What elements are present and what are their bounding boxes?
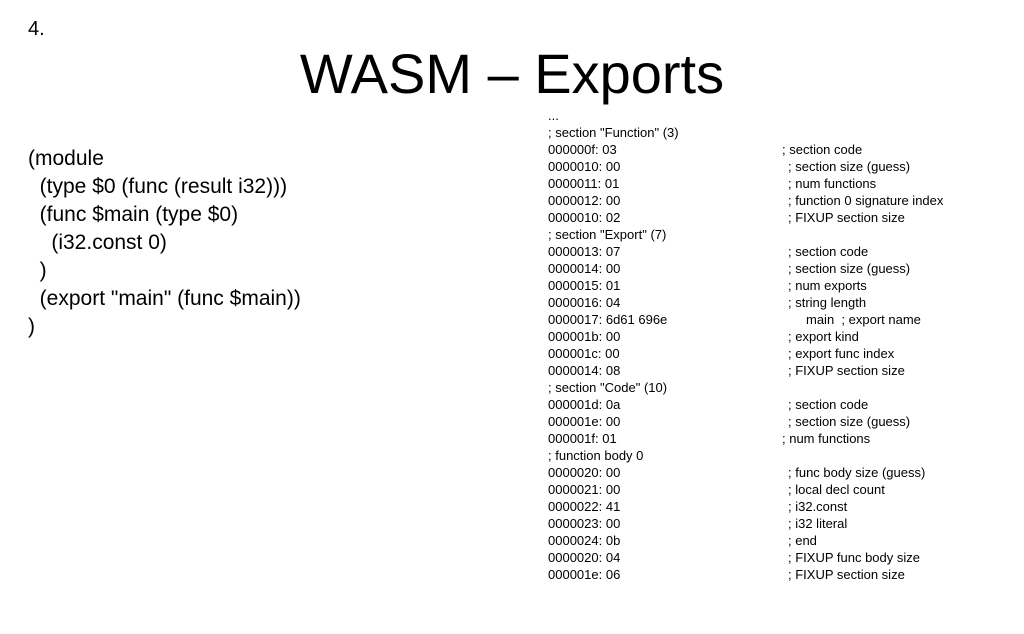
dump-row: 0000010: 02 ; FIXUP section size xyxy=(548,209,1018,226)
slide-number: 4. xyxy=(28,18,45,40)
dump-offset: 000000f: 03 xyxy=(548,142,617,157)
dump-row: 0000016: 04 ; string length xyxy=(548,294,1018,311)
dump-offset: 0000017: 6d61 696e xyxy=(548,312,668,327)
dump-comment: ; i32.const xyxy=(788,499,848,514)
dump-comment: ; num functions xyxy=(782,431,871,446)
dump-row: ... xyxy=(548,107,1018,124)
dump-offset: 0000020: 00 xyxy=(548,465,621,480)
code-line: (func $main (type $0) xyxy=(28,203,239,226)
dump-comment: ; local decl count xyxy=(788,482,885,497)
dump-comment: ; export kind xyxy=(788,329,859,344)
dump-comment: ; FIXUP section size xyxy=(788,210,905,225)
dump-comment: ; export func index xyxy=(788,346,895,361)
dump-row: 0000011: 01 ; num functions xyxy=(548,175,1018,192)
dump-offset: 000001e: 00 xyxy=(548,414,621,429)
dump-offset: 0000022: 41 xyxy=(548,499,621,514)
dump-row: 000001e: 06 ; FIXUP section size xyxy=(548,566,1018,583)
dump-comment: ; section code xyxy=(788,397,869,412)
dump-comment: ; section code xyxy=(782,142,863,157)
dump-comment: ; num exports xyxy=(788,278,867,293)
dump-row: 0000023: 00 ; i32 literal xyxy=(548,515,1018,532)
dump-row: 000001e: 00 ; section size (guess) xyxy=(548,413,1018,430)
dump-row: 0000020: 00 ; func body size (guess) xyxy=(548,464,1018,481)
dump-offset: 0000016: 04 xyxy=(548,295,621,310)
dump-row: 0000010: 00 ; section size (guess) xyxy=(548,158,1018,175)
dump-comment: ; FIXUP func body size xyxy=(788,550,920,565)
dump-offset: ; section "Function" (3) xyxy=(548,125,679,140)
dump-comment: ; FIXUP section size xyxy=(788,567,905,582)
dump-row: 0000020: 04 ; FIXUP func body size xyxy=(548,549,1018,566)
dump-comment: ; num functions xyxy=(788,176,877,191)
dump-offset: 0000010: 00 xyxy=(548,159,621,174)
dump-comment: main ; export name xyxy=(806,312,921,327)
dump-comment: ; section size (guess) xyxy=(788,414,911,429)
dump-row: 000001b: 00 ; export kind xyxy=(548,328,1018,345)
dump-comment: ; string length xyxy=(788,295,867,310)
dump-offset: 0000014: 00 xyxy=(548,261,621,276)
dump-comment: ; end xyxy=(788,533,817,548)
wat-code-block: (module (type $0 (func (result i32))) (f… xyxy=(28,145,301,341)
dump-row: 0000014: 00 ; section size (guess) xyxy=(548,260,1018,277)
dump-comment: ; i32 literal xyxy=(788,516,848,531)
dump-offset: 0000023: 00 xyxy=(548,516,621,531)
dump-offset: 000001f: 01 xyxy=(548,431,617,446)
dump-row: 0000022: 41 ; i32.const xyxy=(548,498,1018,515)
dump-row: 0000013: 07 ; section code xyxy=(548,243,1018,260)
dump-section-header: ; section "Code" (10) xyxy=(548,379,1018,396)
dump-offset: 0000010: 02 xyxy=(548,210,621,225)
dump-offset: 0000021: 00 xyxy=(548,482,621,497)
dump-offset: 000001b: 00 xyxy=(548,329,621,344)
dump-offset: 0000011: 01 xyxy=(548,176,620,191)
dump-offset: ; section "Export" (7) xyxy=(548,227,667,242)
dump-offset: 000001d: 0a xyxy=(548,397,621,412)
dump-row: 000001d: 0a ; section code xyxy=(548,396,1018,413)
dump-row: 0000015: 01 ; num exports xyxy=(548,277,1018,294)
dump-offset: 0000024: 0b xyxy=(548,533,621,548)
dump-comment: ; FIXUP section size xyxy=(788,363,905,378)
dump-comment: ; func body size (guess) xyxy=(788,465,926,480)
code-line: (export "main" (func $main)) xyxy=(28,287,301,310)
dump-offset: 0000014: 08 xyxy=(548,363,621,378)
dump-section-header: ; section "Function" (3) xyxy=(548,124,1018,141)
code-line: ) xyxy=(28,259,47,282)
dump-row: 000000f: 03 ; section code xyxy=(548,141,1018,158)
dump-offset: ; section "Code" (10) xyxy=(548,380,668,395)
dump-offset: 000001e: 06 xyxy=(548,567,621,582)
dump-section-header: ; section "Export" (7) xyxy=(548,226,1018,243)
dump-row: 0000021: 00 ; local decl count xyxy=(548,481,1018,498)
code-line: ) xyxy=(28,315,35,338)
dump-row: 0000012: 00 ; function 0 signature index xyxy=(548,192,1018,209)
dump-offset: 0000020: 04 xyxy=(548,550,621,565)
dump-comment: ; section size (guess) xyxy=(788,261,911,276)
dump-offset: 000001c: 00 xyxy=(548,346,620,361)
code-line: (type $0 (func (result i32))) xyxy=(28,175,288,198)
dump-offset: ... xyxy=(548,108,559,123)
dump-row: 0000024: 0b ; end xyxy=(548,532,1018,549)
dump-offset: ; function body 0 xyxy=(548,448,644,463)
dump-row: 0000014: 08 ; FIXUP section size xyxy=(548,362,1018,379)
dump-offset: 0000015: 01 xyxy=(548,278,621,293)
dump-offset: 0000012: 00 xyxy=(548,193,621,208)
dump-row: 000001f: 01 ; num functions xyxy=(548,430,1018,447)
dump-comment: ; section size (guess) xyxy=(788,159,911,174)
hex-dump-listing: ... ; section "Function" (3) 000000f: 03… xyxy=(548,107,1018,583)
dump-row: 0000017: 6d61 696e main ; export name xyxy=(548,311,1018,328)
dump-row: 000001c: 00 ; export func index xyxy=(548,345,1018,362)
code-line: (module xyxy=(28,147,104,170)
dump-section-header: ; function body 0 xyxy=(548,447,1018,464)
code-line: (i32.const 0) xyxy=(28,231,167,254)
slide-title: WASM – Exports xyxy=(299,42,725,105)
dump-comment: ; function 0 signature index xyxy=(788,193,944,208)
dump-comment: ; section code xyxy=(788,244,869,259)
dump-offset: 0000013: 07 xyxy=(548,244,621,259)
